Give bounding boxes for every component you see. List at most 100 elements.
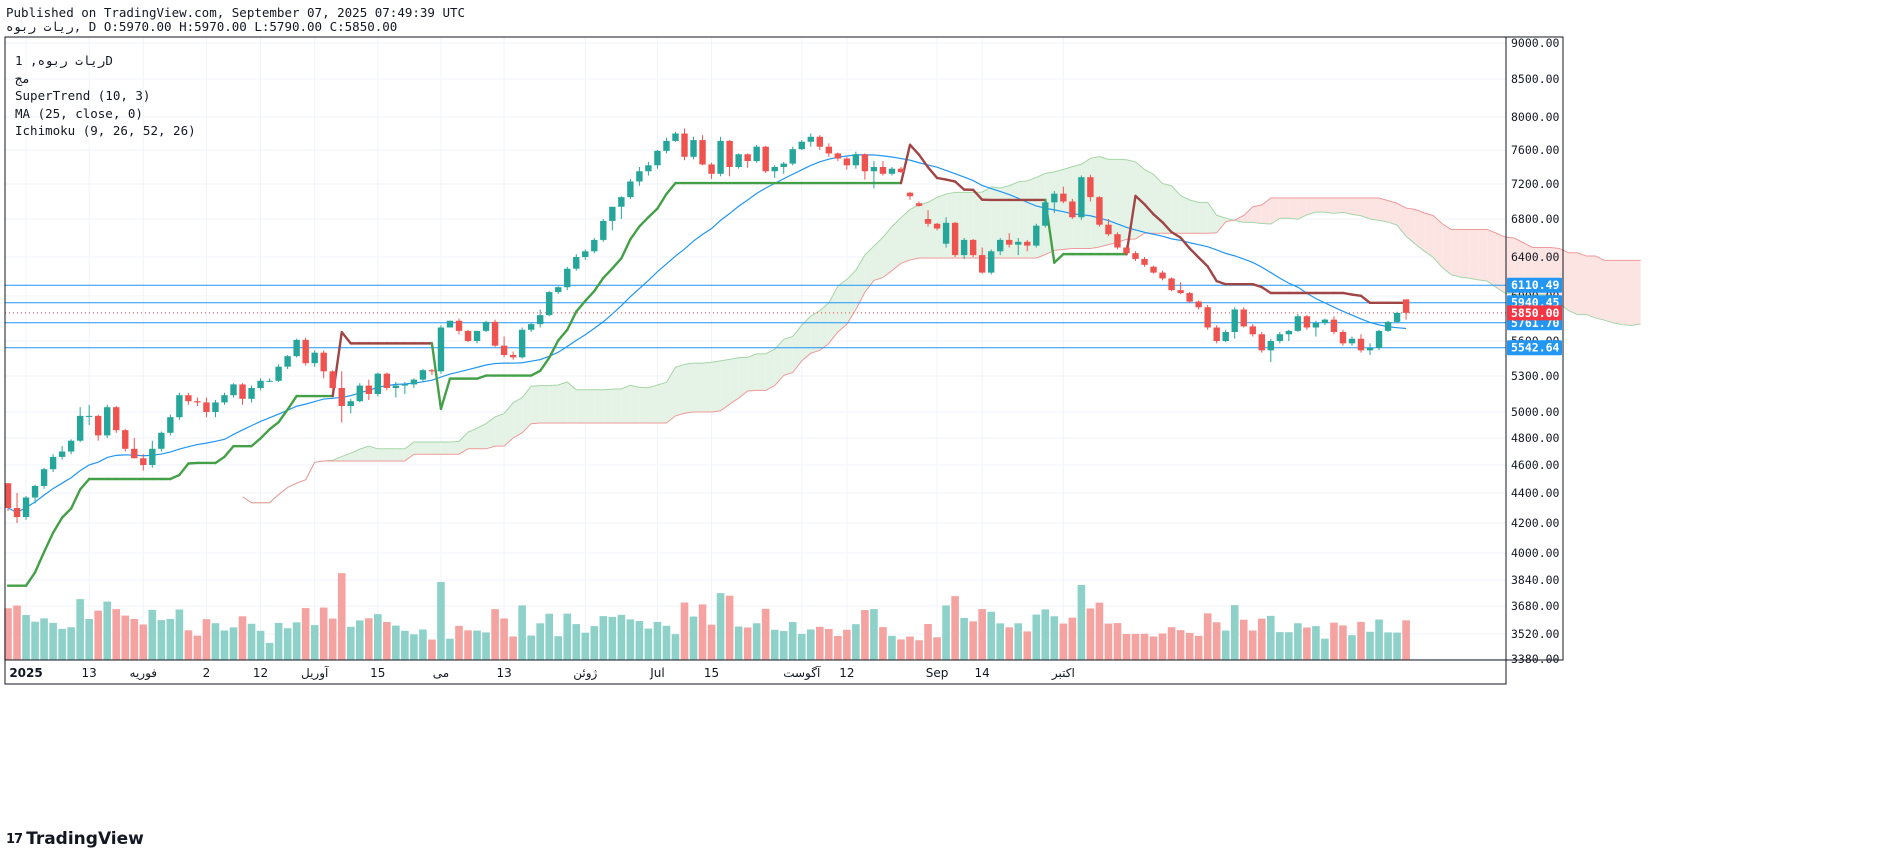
candle-body [104,407,111,436]
volume-bar [870,609,878,660]
candle-body [1294,316,1302,331]
volume-bar [906,636,914,660]
cloud-segment [1342,198,1352,215]
cloud-segment [486,416,496,449]
cloud-segment [891,217,901,271]
cloud-segment [1027,177,1037,258]
cloud-segment [630,385,640,424]
supertrend-segment [1125,194,1137,256]
cloud-segment [1297,198,1307,220]
cloud-segment [1063,166,1073,250]
supertrend-segment [1188,247,1200,259]
candle-body [879,167,887,174]
volume-bar [879,627,887,660]
candle-body [40,469,48,486]
legend-supertrend[interactable]: SuperTrend (10, 3) [15,88,151,103]
cloud-segment [603,389,613,424]
candle-body [1078,177,1085,218]
candle-body [1339,332,1347,344]
cloud-segment [1451,229,1461,277]
candle-body [690,140,697,157]
volume-bar [888,635,896,660]
candle-body [446,320,454,328]
legend-ichimoku[interactable]: Ichimoku (9, 26, 52, 26) [15,123,196,138]
cloud-segment [675,364,685,416]
cloud-segment [792,325,802,373]
supertrend-segment [1206,265,1218,283]
candle-body [717,140,724,174]
cloud-segment [1370,198,1380,221]
volume-bar [346,626,355,660]
volume-bar [1077,584,1086,660]
price-tick-label: 8500.00 [1511,72,1560,86]
legend-symbol[interactable]: ریات ربوه, 1D [15,53,113,68]
candle-body [1051,193,1058,203]
cloud-segment [882,226,892,278]
time-tick-label: می [433,666,449,680]
candle-body [455,320,463,331]
volume-bar [1248,630,1257,660]
candle-body [527,324,535,330]
cloud-segment [395,448,405,461]
supertrend-segment [430,342,443,411]
candle-body [67,440,75,452]
supertrend-segment [178,462,190,477]
candle-body [419,370,427,380]
candle-body [158,432,165,449]
legend-ma[interactable]: MA (25, close, 0) [15,105,143,121]
candle-body [1150,266,1157,273]
cloud-segment [368,446,378,461]
supertrend-segment [611,257,623,270]
cloud-segment [1054,169,1064,251]
candle-body [230,384,237,396]
candle-body [1384,321,1392,331]
cloud-segment [900,209,910,264]
candle-body [473,330,481,341]
cloud-segment [459,432,469,455]
volume-bar [527,635,535,660]
candle-body [582,251,589,257]
volume-bar [671,634,680,660]
candle-body [897,168,905,173]
candle-body [807,136,814,142]
volume-bar [653,621,662,660]
supertrend-line [6,143,1408,587]
supertrend-segment [926,166,939,180]
cloud-segment [341,453,351,461]
volume-bar [770,629,779,660]
volume-bar [1357,621,1365,660]
volume-bar [707,624,716,660]
supertrend-segment [1359,294,1372,305]
volume-bar [193,635,202,660]
candle-body [645,165,652,172]
candle-body [338,388,345,406]
candle-body [1069,201,1076,218]
cloud-segment [711,360,721,412]
supertrend-segment [1197,256,1209,268]
volume-bar [301,608,310,660]
cloud-segment [1406,208,1416,244]
indicator-legend: ریات ربوه, 1D مج SuperTrend (10, 3) MA (… [15,52,196,140]
volume-bar [1239,619,1248,660]
volume-bar [1113,623,1122,660]
candle-body [1033,225,1040,246]
time-axis: 2025 13 فوریه 2 12 آوریل 15 می 13 ژوئن Jul 15 آگوست 1… [9,665,1074,681]
volume-bar [85,619,93,660]
volume-bar [1348,635,1356,660]
last-price-label: 5850.00 [1511,306,1560,320]
supertrend-segment [1134,194,1146,206]
cloud-segment [783,336,793,376]
candle-body [1330,319,1338,332]
volume-bar [1321,638,1329,660]
tradingview-logo[interactable]: 17 TradingView [6,829,144,849]
candle-body [1204,307,1211,328]
cloud-segment [1397,203,1407,237]
time-tick-label: 2025 [9,666,42,680]
candle-body [1348,338,1356,344]
volume-bar [139,624,148,660]
volume-bar [256,630,265,660]
volume-bar [626,619,635,660]
cloud-segment [1568,252,1578,315]
candle-body [1096,197,1103,225]
